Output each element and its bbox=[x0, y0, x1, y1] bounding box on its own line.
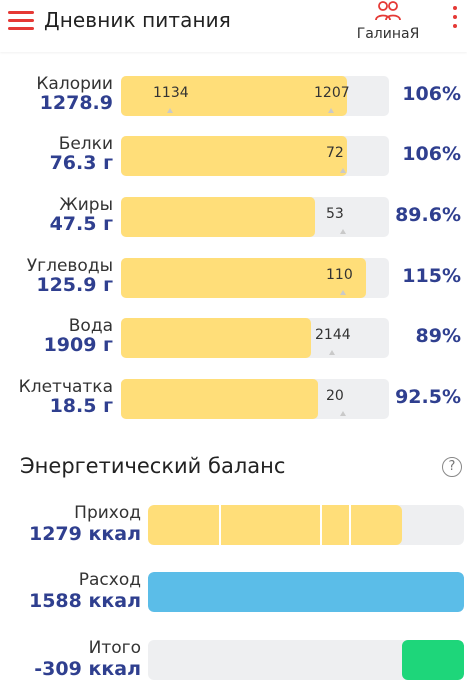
nutrient-value: 47.5 г bbox=[49, 213, 113, 235]
energy-bar-fill bbox=[148, 572, 464, 612]
help-circle-icon[interactable]: ? bbox=[442, 457, 462, 477]
section-title: Энергетический баланс bbox=[20, 454, 286, 478]
nutrient-row[interactable]: Клетчатка 18.5 г 20 92.5% bbox=[0, 377, 467, 423]
target-tick bbox=[328, 108, 334, 113]
target-mark-label: 2144 bbox=[315, 327, 351, 343]
profile-name: ГалинаЯ bbox=[356, 26, 420, 42]
nutrient-percent: 89% bbox=[415, 325, 461, 347]
nutrient-label: Углеводы bbox=[26, 256, 113, 276]
nutrient-progress-fill bbox=[121, 197, 315, 237]
app-bar: Дневник питания ГалинаЯ bbox=[0, 0, 467, 52]
nutrient-row[interactable]: Углеводы 125.9 г 110 115% bbox=[0, 256, 467, 302]
nutrient-row[interactable]: Калории 1278.9 1134 1207 106% bbox=[0, 74, 467, 120]
segment-divider bbox=[320, 505, 322, 545]
nutrient-value: 1909 г bbox=[43, 334, 113, 356]
nutrient-label: Белки bbox=[58, 134, 113, 154]
nutrient-progress-fill bbox=[121, 258, 366, 298]
nutrient-value: 1278.9 bbox=[39, 92, 113, 114]
target-tick bbox=[340, 411, 346, 416]
nutrient-progress-fill bbox=[121, 318, 311, 358]
target-tick bbox=[340, 168, 346, 173]
nutrient-percent: 115% bbox=[402, 265, 461, 287]
hamburger-icon[interactable] bbox=[8, 10, 34, 32]
nutrient-progress-fill bbox=[121, 136, 347, 176]
energy-row[interactable]: Расход 1588 ккал bbox=[0, 570, 467, 616]
energy-bar-fill bbox=[148, 505, 402, 545]
nutrient-percent: 106% bbox=[402, 143, 461, 165]
nutrient-progress-bar: 53 bbox=[121, 197, 389, 237]
nutrient-label: Калории bbox=[36, 74, 113, 94]
nutrient-progress-bar: 110 bbox=[121, 258, 389, 298]
nutrient-percent: 92.5% bbox=[395, 386, 461, 408]
energy-value: -309 ккал bbox=[34, 658, 141, 680]
nutrient-row[interactable]: Белки 76.3 г 72 106% bbox=[0, 134, 467, 180]
energy-row[interactable]: Итого -309 ккал bbox=[0, 638, 467, 680]
nutrient-progress-fill bbox=[121, 379, 318, 419]
nutrient-progress-bar: 20 bbox=[121, 379, 389, 419]
target-mark-label: 1207 bbox=[314, 85, 350, 101]
target-tick bbox=[329, 350, 335, 355]
target-mark-label: 1134 bbox=[153, 85, 189, 101]
target-mark-label: 20 bbox=[326, 388, 344, 404]
target-mark-label: 53 bbox=[326, 206, 344, 222]
energy-label: Расход bbox=[78, 570, 141, 590]
nutrient-progress-bar: 2144 bbox=[121, 318, 389, 358]
nutrient-value: 125.9 г bbox=[36, 274, 113, 296]
nutrient-value: 18.5 г bbox=[49, 395, 113, 417]
nutrient-row[interactable]: Вода 1909 г 2144 89% bbox=[0, 316, 467, 362]
target-tick bbox=[167, 108, 173, 113]
target-tick bbox=[340, 290, 346, 295]
nutrient-percent: 89.6% bbox=[395, 204, 461, 226]
energy-value: 1279 ккал bbox=[28, 523, 141, 545]
nutrient-label: Клетчатка bbox=[18, 377, 113, 397]
energy-label: Итого bbox=[88, 638, 141, 658]
energy-bar bbox=[148, 505, 464, 545]
nutrient-value: 76.3 г bbox=[49, 152, 113, 174]
nutrient-percent: 106% bbox=[402, 83, 461, 105]
nutrient-progress-bar: 72 bbox=[121, 136, 389, 176]
more-vert-icon[interactable] bbox=[448, 4, 462, 36]
energy-bar bbox=[148, 572, 464, 612]
nutrient-progress-fill bbox=[121, 76, 347, 116]
energy-row[interactable]: Приход 1279 ккал bbox=[0, 503, 467, 549]
page-title: Дневник питания bbox=[44, 8, 231, 32]
profile-button[interactable]: ГалинаЯ bbox=[346, 0, 430, 50]
segment-divider bbox=[219, 505, 221, 545]
energy-label: Приход bbox=[74, 503, 141, 523]
nutrient-label: Жиры bbox=[59, 195, 113, 215]
nutrient-row[interactable]: Жиры 47.5 г 53 89.6% bbox=[0, 195, 467, 241]
nutrient-label: Вода bbox=[68, 316, 113, 336]
energy-bar-fill bbox=[402, 640, 464, 680]
people-icon bbox=[375, 1, 401, 21]
nutrient-progress-bar: 1134 1207 bbox=[121, 76, 389, 116]
target-tick bbox=[340, 229, 346, 234]
energy-bar bbox=[148, 640, 464, 680]
energy-value: 1588 ккал bbox=[28, 590, 141, 612]
target-mark-label: 72 bbox=[326, 145, 344, 161]
segment-divider bbox=[349, 505, 351, 545]
target-mark-label: 110 bbox=[326, 267, 353, 283]
